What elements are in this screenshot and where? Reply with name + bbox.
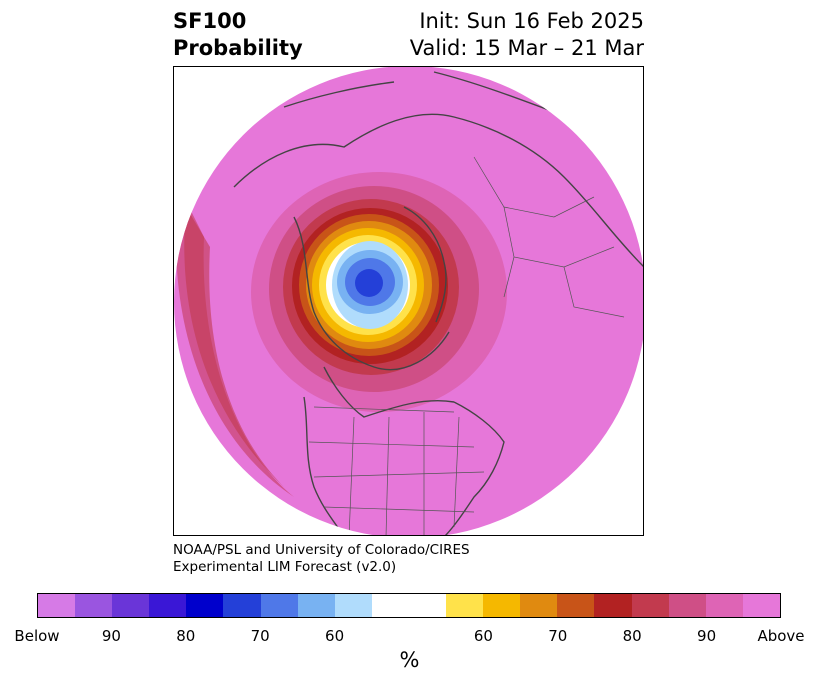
colorbar-swatch [371, 594, 409, 617]
colorbar [37, 593, 781, 618]
colorbar-swatch [38, 594, 76, 617]
colorbar-tick-label: 80 [176, 627, 196, 645]
colorbar-swatch [260, 594, 298, 617]
center-dark-blue [355, 269, 383, 297]
colorbar-tick-label: 90 [101, 627, 121, 645]
borders [308, 156, 625, 535]
colorbar-swatch [186, 594, 224, 617]
colorbar-swatch [75, 594, 113, 617]
colorbar-ticks: Below 90 80 70 60 60 70 80 90 Above [0, 627, 819, 647]
colorbar-tick-label: 70 [548, 627, 568, 645]
data-credit: NOAA/PSL and University of Colorado/CIRE… [173, 542, 470, 576]
colorbar-swatch [446, 594, 484, 617]
map-svg [174, 67, 643, 535]
colorbar-swatch [223, 594, 261, 617]
colorbar-swatch [742, 594, 780, 617]
colorbar-tick-label: 60 [325, 627, 345, 645]
colorbar-swatch [149, 594, 187, 617]
colorbar-swatch [557, 594, 595, 617]
variable-type: Probability [173, 36, 303, 60]
map-title: SF100 Probability [173, 8, 303, 62]
colorbar-tick-label: 80 [622, 627, 642, 645]
polar-map [173, 66, 644, 536]
colorbar-swatch [520, 594, 558, 617]
colorbar-swatch [705, 594, 743, 617]
colorbar-swatch [631, 594, 669, 617]
colorbar-swatch [483, 594, 521, 617]
variable-name: SF100 [173, 9, 247, 33]
coastlines [233, 71, 643, 535]
colorbar-label: % [399, 648, 420, 672]
colorbar-swatch [334, 594, 372, 617]
colorbar-swatch [594, 594, 632, 617]
colorbar-tick-label: 60 [473, 627, 493, 645]
valid-range: Valid: 15 Mar – 21 Mar [409, 36, 644, 60]
colorbar-tick-label: Below [14, 627, 60, 645]
colorbar-swatch [408, 594, 447, 617]
colorbar-tick-label: 90 [697, 627, 717, 645]
colorbar-swatch [297, 594, 335, 617]
credit-line-1: NOAA/PSL and University of Colorado/CIRE… [173, 542, 470, 558]
colorbar-tick-label: 70 [250, 627, 270, 645]
outer-rim-shade-2 [184, 207, 284, 487]
colorbar-tick-label: Above [757, 627, 805, 645]
forecast-dates: Init: Sun 16 Feb 2025 Valid: 15 Mar – 21… [410, 8, 644, 62]
colorbar-swatch [112, 594, 150, 617]
init-date: Init: Sun 16 Feb 2025 [419, 9, 644, 33]
colorbar-swatch [668, 594, 706, 617]
credit-line-2: Experimental LIM Forecast (v2.0) [173, 559, 397, 575]
